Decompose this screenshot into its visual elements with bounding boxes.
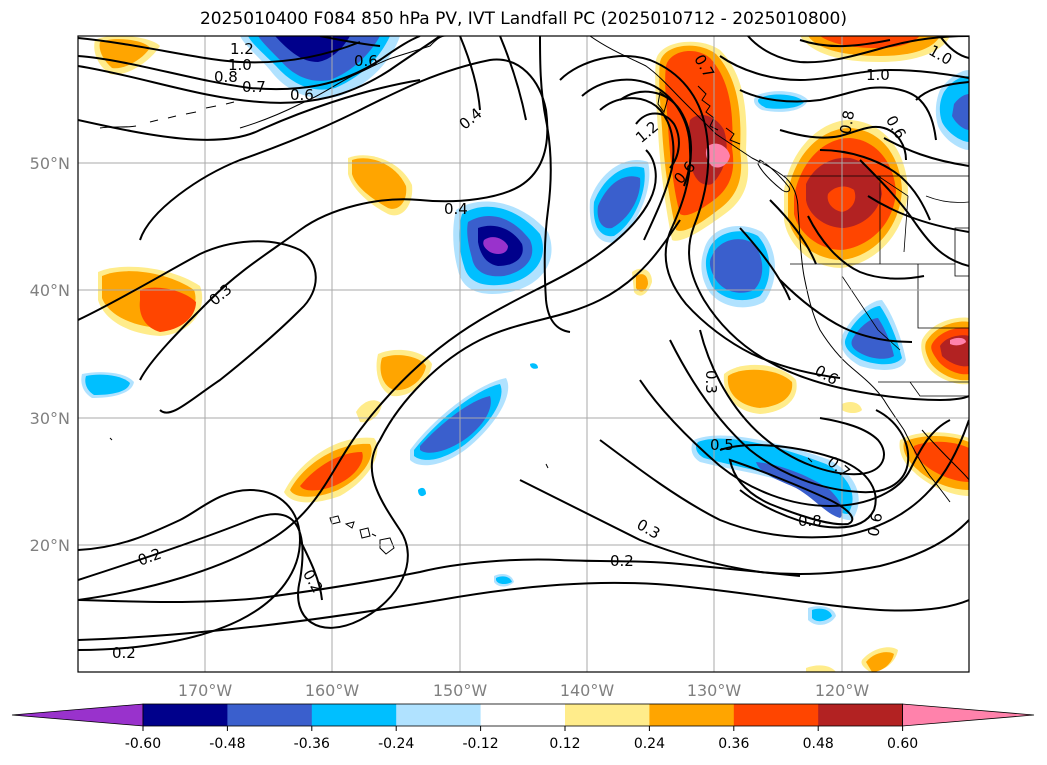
- contour-label: 0.6: [864, 511, 886, 538]
- lon-label: 160°W: [305, 681, 360, 700]
- contour-label: 1.0: [228, 56, 252, 74]
- colorbar-segment: [733, 704, 819, 726]
- colorbar-segment: [396, 704, 482, 726]
- colorbar-segment: [565, 704, 650, 726]
- contour-label: 0.4: [444, 200, 468, 218]
- longitude-axis: 170°W 160°W 150°W 140°W 130°W 120°W: [178, 681, 870, 700]
- colorbar-label: -0.36: [294, 736, 330, 752]
- lon-label: 120°W: [815, 681, 870, 700]
- pv-shading: [81, 36, 969, 672]
- colorbar-label: 0.24: [634, 736, 665, 752]
- ivt-contours: [78, 36, 969, 651]
- contour-label: 1.2: [230, 40, 254, 58]
- lat-label: 40°N: [30, 281, 70, 300]
- latitude-axis: 20°N 30°N 40°N 50°N: [30, 154, 70, 555]
- colorbar-label: 0.48: [803, 736, 834, 752]
- colorbar-label: -0.48: [209, 736, 245, 752]
- contour-label: 1.0: [866, 66, 890, 84]
- colorbar-label: 0.60: [887, 736, 918, 752]
- colorbar-label: -0.60: [125, 736, 161, 752]
- lat-label: 30°N: [30, 409, 70, 428]
- colorbar-segment: [311, 704, 397, 726]
- contour-label: 0.6: [354, 52, 378, 70]
- coastlines: [99, 36, 969, 555]
- colorbar-label: 0.36: [718, 736, 749, 752]
- contour-label: 0.8: [798, 512, 822, 530]
- colorbar-label: -0.12: [462, 736, 498, 752]
- map-frame: [77, 35, 970, 673]
- contour-label: 0.2: [112, 644, 136, 662]
- colorbar-segment: [480, 704, 566, 726]
- contour-label: 0.7: [242, 78, 266, 96]
- colorbar: -0.60 -0.48 -0.36 -0.24 -0.12 0.12 0.24 0.36 0.4…: [11, 703, 1035, 752]
- colorbar-extend-low: [11, 703, 144, 727]
- contour-label: 0.3: [702, 370, 720, 394]
- colorbar-extend-high: [902, 703, 1035, 727]
- contour-label: 0.8: [214, 68, 238, 86]
- lon-label: 150°W: [433, 681, 488, 700]
- lat-label: 20°N: [30, 536, 70, 555]
- colorbar-label: 0.12: [549, 736, 580, 752]
- colorbar-segment: [143, 704, 228, 726]
- colorbar-label: -0.24: [378, 736, 414, 752]
- lon-label: 170°W: [178, 681, 233, 700]
- colorbar-segment: [227, 704, 313, 726]
- contour-label: 0.2: [610, 552, 634, 570]
- contour-label: 0.6: [290, 86, 314, 104]
- colorbar-frame: [142, 703, 903, 727]
- lat-label: 50°N: [30, 154, 70, 173]
- chart-title: 2025010400 F084 850 hPa PV, IVT Landfall…: [199, 9, 847, 29]
- lon-label: 140°W: [560, 681, 615, 700]
- colorbar-segment: [649, 704, 735, 726]
- lon-label: 130°W: [687, 681, 742, 700]
- contour-label: 0.5: [710, 436, 734, 454]
- contour-label: 0.8: [836, 109, 858, 136]
- colorbar-segment: [818, 704, 904, 726]
